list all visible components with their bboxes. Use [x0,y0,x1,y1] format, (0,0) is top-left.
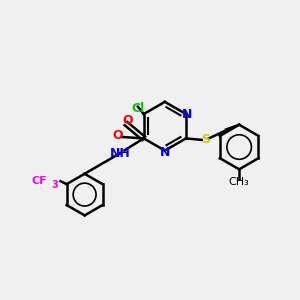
Text: N: N [160,146,170,159]
Text: O: O [122,114,133,127]
Text: Cl: Cl [131,102,144,115]
Text: NH: NH [110,147,130,160]
Text: CF: CF [32,176,47,186]
Text: N: N [182,107,193,121]
Text: CH₃: CH₃ [229,177,250,187]
Text: S: S [201,134,210,146]
Text: O: O [112,129,123,142]
Text: 3: 3 [52,180,58,190]
